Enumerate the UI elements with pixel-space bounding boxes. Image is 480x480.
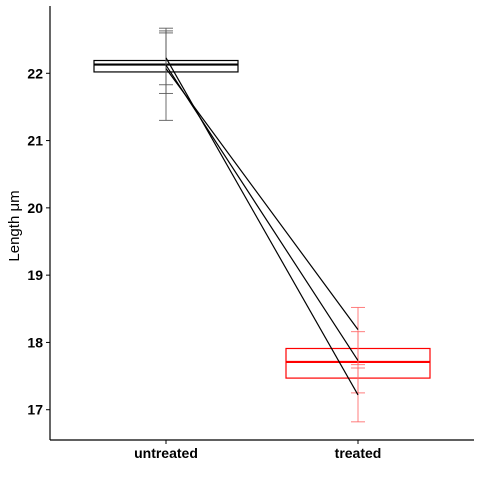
x-tick-label: untreated — [134, 445, 198, 461]
y-tick-label: 22 — [27, 65, 43, 81]
y-tick-label: 21 — [27, 133, 43, 149]
y-tick-label: 18 — [27, 334, 43, 350]
y-tick-label: 20 — [27, 200, 43, 216]
x-tick-label: treated — [335, 445, 382, 461]
y-tick-label: 17 — [27, 402, 43, 418]
paired-line — [165, 68, 359, 331]
paired-line — [165, 64, 359, 361]
y-tick-label: 19 — [27, 267, 43, 283]
y-axis-title: Length μm — [6, 190, 23, 261]
plot-area: 17 18 19 20 21 22 untreated treated — [27, 6, 474, 461]
